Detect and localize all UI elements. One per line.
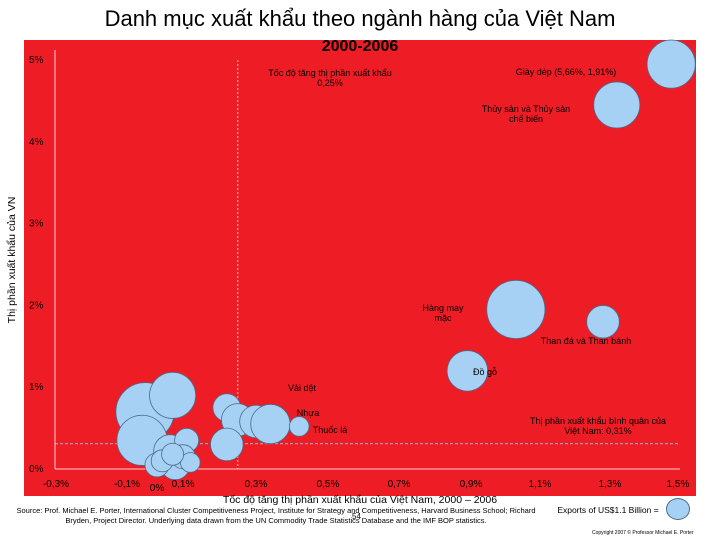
x-tick-label: 0% — [150, 483, 165, 494]
legend-size-bubble — [666, 498, 690, 520]
source-note: Source: Prof. Michael E. Porter, Interna… — [16, 506, 536, 525]
y-tick-label: 0% — [29, 464, 44, 475]
y-tick-label: 4% — [29, 137, 44, 148]
bubble-point — [593, 81, 641, 129]
bubble-label: Hàng may mặc — [422, 303, 464, 323]
x-tick-label: 0,7% — [388, 479, 411, 490]
bubble-point — [646, 39, 696, 89]
bubble-label: Vải dệt — [288, 383, 317, 393]
vertical-reference-label: Tốc độ tăng thị phần xuất khẩu 0,25% — [268, 68, 392, 88]
bubble-point — [161, 442, 185, 466]
x-axis-label: Tốc độ tăng thị phần xuất khẩu của Việt … — [223, 494, 497, 506]
bubble-label: Nhựa — [297, 408, 320, 418]
y-tick-label: 5% — [29, 55, 44, 66]
chart-title: Danh mục xuất khẩu theo ngành hàng của V… — [104, 6, 616, 31]
y-tick-label: 3% — [29, 219, 44, 230]
bubble-point — [210, 427, 244, 462]
bubble-point — [586, 305, 620, 339]
x-tick-label: 0,5% — [317, 479, 340, 490]
bubble-label: Thủy sản và Thủy sản chế biến — [482, 104, 570, 124]
x-tick-label: 1,5% — [667, 479, 690, 490]
x-tick-label: 0,9% — [460, 479, 483, 490]
y-axis-label: Thị phần xuất khẩu của VN — [6, 197, 18, 324]
bubble-label: Giày dép (5,66%, 1,91%) — [516, 67, 617, 77]
x-tick-label: 0,1% — [172, 479, 195, 490]
x-tick-label: 1,1% — [529, 479, 552, 490]
chart-subtitle: 2000-2006 — [321, 38, 399, 55]
bubble-point — [288, 416, 310, 437]
y-tick-label: 1% — [29, 382, 44, 393]
bubble-point — [486, 279, 546, 339]
x-tick-label: -0,3% — [43, 479, 69, 490]
bubble-point — [250, 403, 291, 445]
x-tick-label: -0,1% — [114, 479, 140, 490]
x-tick-label: 0,3% — [245, 479, 268, 490]
bubble-point — [149, 371, 197, 419]
bubble-label: Thuốc lá — [313, 425, 348, 435]
bubble-label: Than đá và Than bánh — [541, 336, 631, 346]
copyright-note: Copyright 2007 © Professor Michael E. Po… — [592, 530, 694, 536]
bubble-point — [446, 350, 489, 392]
page-number: 54 — [352, 512, 361, 521]
legend-size-label: Exports of US$1.1 Billion = — [557, 505, 659, 515]
x-tick-label: 1,3% — [599, 479, 622, 490]
bubble-label: Đồ gỗ — [473, 367, 497, 377]
horizontal-reference-label: Thị phần xuất khẩu bình quân của Việt Nam… — [530, 416, 666, 436]
y-tick-label: 2% — [29, 300, 44, 311]
